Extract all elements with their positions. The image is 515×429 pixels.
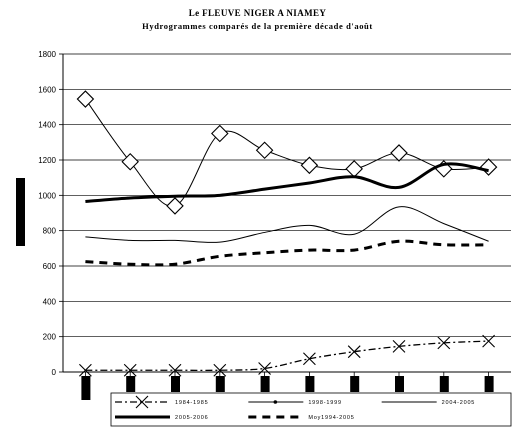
x-tick-label-block xyxy=(395,376,404,392)
legend-item: 1984-1985 xyxy=(115,395,209,409)
series-2004-2005 xyxy=(85,206,489,243)
data-point xyxy=(390,144,408,162)
y-tick-label: 1800 xyxy=(38,50,56,59)
series-line xyxy=(84,98,489,207)
legend-item: 1998-1999 xyxy=(248,400,342,406)
series-line xyxy=(85,239,489,267)
data-point xyxy=(479,158,498,176)
legend-label: Moy1994-2005 xyxy=(308,415,354,421)
data-point xyxy=(168,363,182,377)
y-tick-label: 800 xyxy=(43,227,57,236)
series-1984-1985 xyxy=(79,334,495,377)
data-point xyxy=(213,363,227,377)
series-line xyxy=(85,162,489,204)
data-point xyxy=(255,141,274,160)
legend: 1984-1985 1998-1999 2004-2005 2005-2006 Moy1… xyxy=(110,392,512,427)
legend-item: Moy1994-2005 xyxy=(248,415,354,421)
data-point xyxy=(392,339,406,353)
y-tick-label: 1000 xyxy=(38,191,56,200)
data-point xyxy=(345,160,363,178)
series xyxy=(76,90,498,377)
chart-title: Le FLEUVE NIGER A NIAMEY xyxy=(188,8,327,18)
x-tick-label-block xyxy=(81,376,91,400)
legend-label: 1998-1999 xyxy=(308,400,342,406)
data-point xyxy=(166,197,184,215)
data-point xyxy=(258,362,271,375)
legend-marker xyxy=(273,400,278,404)
y-tick-label: 1200 xyxy=(38,156,56,165)
data-point xyxy=(79,363,92,377)
x-tick-label-block xyxy=(484,376,494,392)
legend-item: 2004-2005 xyxy=(381,400,476,406)
data-point xyxy=(347,345,361,359)
data-point xyxy=(211,124,229,143)
data-point xyxy=(121,152,139,171)
data-point xyxy=(437,336,451,350)
data-point xyxy=(135,395,149,409)
data-point xyxy=(123,363,137,377)
y-axis-label-block xyxy=(16,178,25,246)
axes: 0 200 400 600 800 1000 1200 1400 1600 1800 xyxy=(16,50,511,400)
series-1998-1999 xyxy=(76,90,498,215)
y-tick-label: 200 xyxy=(43,333,57,342)
x-tick-label-block xyxy=(171,376,180,392)
legend-item: 2005-2006 xyxy=(115,415,209,421)
x-tick-label-block xyxy=(126,376,136,392)
legend-label: 2005-2006 xyxy=(175,415,209,421)
x-tick-label-block xyxy=(215,376,225,392)
data-point xyxy=(482,334,495,348)
legend-box xyxy=(110,392,512,427)
x-tick-label-block xyxy=(350,376,360,392)
series-2005-2006 xyxy=(85,162,489,204)
grid xyxy=(63,53,511,373)
y-tick-label: 400 xyxy=(43,297,57,306)
legend-label: 2004-2005 xyxy=(442,400,476,406)
series-line xyxy=(85,206,489,243)
series-moy1994-2005 xyxy=(85,239,489,267)
x-tick-label-block xyxy=(260,376,270,392)
chart-subtitle: Hydrogrammes comparés de la première déc… xyxy=(142,21,373,31)
legend-label: 1984-1985 xyxy=(175,400,209,406)
y-tick-label: 600 xyxy=(43,262,57,271)
x-tick-label-block xyxy=(439,376,449,392)
data-point xyxy=(300,156,319,175)
data-point xyxy=(303,352,316,366)
data-point xyxy=(76,90,95,108)
x-tick-label-block xyxy=(305,376,315,392)
y-tick-label: 1400 xyxy=(38,121,56,130)
series-line xyxy=(85,340,489,372)
y-tick-label: 1600 xyxy=(38,85,56,94)
y-tick-label: 0 xyxy=(52,368,57,377)
